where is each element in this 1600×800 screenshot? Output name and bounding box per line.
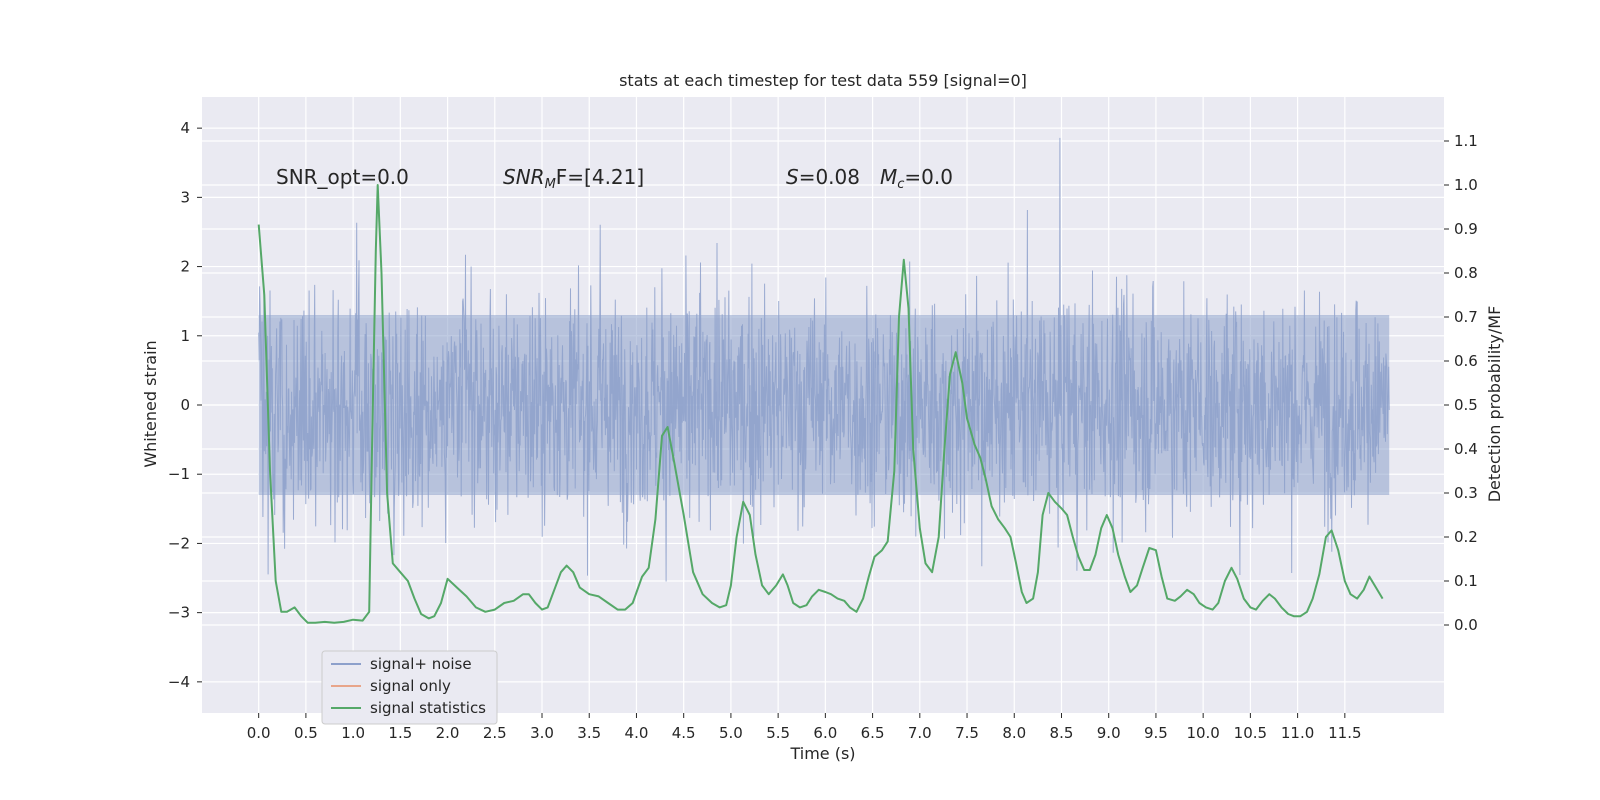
y-tick-label: 0 bbox=[180, 396, 190, 414]
x-tick-label: 5.0 bbox=[719, 724, 743, 742]
signal-statistics-line bbox=[257, 184, 1384, 624]
y-axis-title: Whitened strain bbox=[141, 340, 160, 467]
y-right-tick-label: 1.1 bbox=[1454, 132, 1478, 150]
annotation-s-symbol: S bbox=[786, 165, 799, 189]
y-tick-label: 2 bbox=[180, 258, 190, 276]
x-tick-label: 10.0 bbox=[1186, 724, 1219, 742]
y-tick-label: −4 bbox=[168, 673, 190, 691]
x-tick-label: 2.5 bbox=[483, 724, 507, 742]
legend-label-signal-noise: signal+ noise bbox=[370, 655, 472, 673]
y-right-tick-label: 0.9 bbox=[1454, 220, 1478, 238]
x-tick-label: 10.5 bbox=[1234, 724, 1267, 742]
legend: signal+ noise signal only signal statist… bbox=[321, 650, 498, 725]
series-signal-noise bbox=[258, 137, 1390, 582]
x-tick-label: 6.0 bbox=[813, 724, 837, 742]
y-tick-label: −3 bbox=[168, 604, 190, 622]
y-tick-label: −1 bbox=[168, 465, 190, 483]
x-tick-label: 7.5 bbox=[955, 724, 979, 742]
x-tick-label: 9.5 bbox=[1144, 724, 1168, 742]
x-tick-label: 0.0 bbox=[247, 724, 271, 742]
x-tick-label: 6.5 bbox=[861, 724, 885, 742]
legend-label-signal-statistics: signal statistics bbox=[370, 699, 486, 717]
axis-ticks: 0.0 0.5 1.0 1.5 2.0 2.5 3.0 3.5 4.0 4.5 5.0 5.5 6.0 6… bbox=[168, 119, 1478, 742]
y-right-tick-label: 0.2 bbox=[1454, 528, 1478, 546]
x-tick-label: 4.0 bbox=[625, 724, 649, 742]
x-tick-label: 8.0 bbox=[1002, 724, 1026, 742]
y-right-tick-label: 0.0 bbox=[1454, 616, 1478, 634]
annotation-mc-symbol: M bbox=[880, 165, 897, 189]
x-tick-label: 3.0 bbox=[530, 724, 554, 742]
y-axis-right-title: Detection probability/MF bbox=[1485, 306, 1504, 503]
x-tick-label: 2.0 bbox=[436, 724, 460, 742]
x-tick-label: 0.5 bbox=[294, 724, 318, 742]
y-right-tick-label: 0.1 bbox=[1454, 572, 1478, 590]
annotation-snr-opt: SNR_opt=0.0 bbox=[276, 165, 409, 189]
series-signal-statistics bbox=[257, 184, 1384, 624]
annotation-snr-mf-main: SNR bbox=[503, 165, 545, 189]
y-tick-label: −2 bbox=[168, 534, 190, 552]
y-right-tick-label: 0.4 bbox=[1454, 440, 1478, 458]
y-right-tick-label: 1.0 bbox=[1454, 176, 1478, 194]
legend-frame bbox=[321, 650, 498, 725]
x-tick-label: 7.0 bbox=[908, 724, 932, 742]
y-right-tick-label: 0.3 bbox=[1454, 484, 1478, 502]
annotation-snr-mf: SNRMF=[4.21] bbox=[503, 165, 644, 192]
x-tick-label: 11.0 bbox=[1281, 724, 1314, 742]
y-right-tick-label: 0.6 bbox=[1454, 352, 1478, 370]
chart-title: stats at each timestep for test data 559… bbox=[619, 71, 1027, 90]
annotation-snr-mf-sub: M bbox=[545, 177, 556, 192]
x-tick-label: 1.5 bbox=[388, 724, 412, 742]
x-tick-label: 1.0 bbox=[341, 724, 365, 742]
annotation-mc-sub: c bbox=[897, 177, 904, 192]
y-right-tick-label: 0.5 bbox=[1454, 396, 1478, 414]
x-tick-label: 4.5 bbox=[672, 724, 696, 742]
x-tick-label: 8.5 bbox=[1050, 724, 1074, 742]
annotation-mc: Mc=0.0 bbox=[880, 165, 953, 192]
x-tick-label: 3.5 bbox=[577, 724, 601, 742]
y-tick-label: 4 bbox=[180, 119, 190, 137]
x-tick-label: 9.0 bbox=[1097, 724, 1121, 742]
y-right-tick-label: 0.8 bbox=[1454, 264, 1478, 282]
annotation-s: S=0.08 bbox=[786, 165, 860, 189]
legend-label-signal-only: signal only bbox=[370, 677, 451, 695]
y-tick-label: 1 bbox=[180, 327, 190, 345]
annotation-mc-value: =0.0 bbox=[904, 165, 953, 189]
annotation-snr-mf-rest: F=[4.21] bbox=[556, 165, 644, 189]
y-right-tick-label: 0.7 bbox=[1454, 308, 1478, 326]
x-tick-label: 11.5 bbox=[1328, 724, 1361, 742]
y-tick-label: 3 bbox=[180, 188, 190, 206]
signal-noise-band bbox=[258, 315, 1390, 495]
x-tick-label: 5.5 bbox=[766, 724, 790, 742]
annotation-s-value: =0.08 bbox=[799, 165, 860, 189]
x-axis-title: Time (s) bbox=[789, 744, 855, 763]
